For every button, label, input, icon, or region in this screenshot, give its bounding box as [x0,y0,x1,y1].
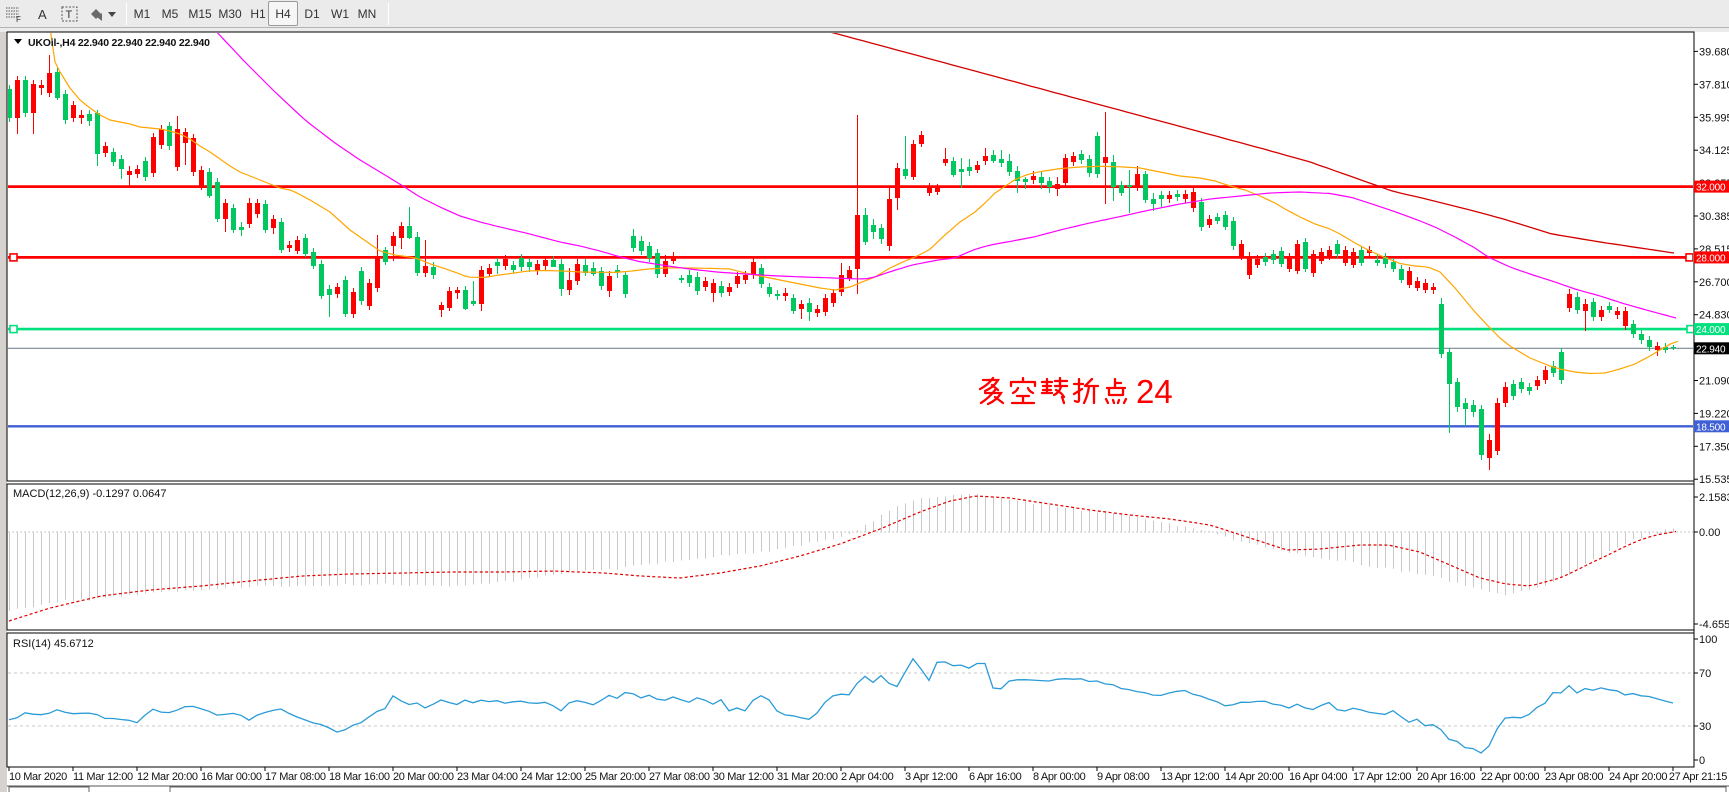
svg-text:100: 100 [1699,634,1717,646]
svg-text:30: 30 [1699,721,1711,733]
svg-text:13 Apr 12:00: 13 Apr 12:00 [1161,771,1219,783]
svg-text:MACD(12,26,9) -0.1297 0.0647: MACD(12,26,9) -0.1297 0.0647 [13,488,166,500]
svg-text:24 Mar 12:00: 24 Mar 12:00 [521,771,582,783]
svg-text:24: 24 [1136,373,1173,410]
svg-text:22.940: 22.940 [1696,344,1726,355]
svg-text:30.385: 30.385 [1699,211,1729,223]
svg-text:16 Mar 00:00: 16 Mar 00:00 [201,771,262,783]
svg-text:17 Apr 12:00: 17 Apr 12:00 [1353,771,1411,783]
svg-text:20 Mar 00:00: 20 Mar 00:00 [393,771,454,783]
svg-text:2.1583: 2.1583 [1699,492,1729,504]
svg-text:24.830: 24.830 [1699,310,1729,322]
svg-text:19.220: 19.220 [1699,408,1729,420]
svg-text:UKOil-,H4 22.940 22.940 22.94: UKOil-,H4 22.940 22.940 22.940 22.940 [28,37,210,49]
svg-text:23 Mar 04:00: 23 Mar 04:00 [457,771,518,783]
svg-text:16 Apr 04:00: 16 Apr 04:00 [1289,771,1347,783]
svg-text:25 Mar 20:00: 25 Mar 20:00 [585,771,646,783]
svg-text:T: T [66,9,73,21]
svg-text:39.680: 39.680 [1699,46,1729,58]
svg-text:A: A [38,7,47,22]
svg-text:27 Apr 21:15: 27 Apr 21:15 [1669,771,1727,783]
svg-text:17 Mar 08:00: 17 Mar 08:00 [265,771,326,783]
svg-text:18 Mar 16:00: 18 Mar 16:00 [329,771,390,783]
svg-text:30 Mar 12:00: 30 Mar 12:00 [713,771,774,783]
svg-text:11 Mar 12:00: 11 Mar 12:00 [73,771,133,783]
svg-text:0.00: 0.00 [1699,527,1720,539]
svg-text:22 Apr 00:00: 22 Apr 00:00 [1481,771,1539,783]
svg-text:23 Apr 08:00: 23 Apr 08:00 [1545,771,1603,783]
svg-text:RSI(14) 45.6712: RSI(14) 45.6712 [13,638,94,650]
svg-text:32.000: 32.000 [1696,183,1726,194]
svg-text:35.995: 35.995 [1699,112,1729,124]
svg-text:15.535: 15.535 [1699,474,1729,486]
svg-text:17.350: 17.350 [1699,441,1729,453]
svg-text:2 Apr 04:00: 2 Apr 04:00 [841,771,894,783]
svg-text:37.810: 37.810 [1699,79,1729,91]
svg-text:-4.6554: -4.6554 [1699,619,1729,631]
svg-text:10 Mar 2020: 10 Mar 2020 [9,771,67,783]
svg-text:6 Apr 16:00: 6 Apr 16:00 [969,771,1022,783]
svg-text:21.090: 21.090 [1699,376,1729,388]
svg-text:0: 0 [1699,755,1705,767]
svg-text:8 Apr 00:00: 8 Apr 00:00 [1033,771,1086,783]
svg-text:9 Apr 08:00: 9 Apr 08:00 [1097,771,1150,783]
svg-text:F: F [16,15,21,24]
svg-text:26.700: 26.700 [1699,277,1729,289]
svg-text:27 Mar 08:00: 27 Mar 08:00 [649,771,710,783]
svg-text:24.000: 24.000 [1696,325,1726,336]
svg-text:28.000: 28.000 [1696,253,1726,264]
svg-text:31 Mar 20:00: 31 Mar 20:00 [777,771,838,783]
svg-text:34.125: 34.125 [1699,145,1729,157]
svg-text:70: 70 [1699,668,1711,680]
svg-text:20 Apr 16:00: 20 Apr 16:00 [1417,771,1475,783]
svg-text:12 Mar 20:00: 12 Mar 20:00 [137,771,198,783]
svg-text:24 Apr 20:00: 24 Apr 20:00 [1609,771,1667,783]
svg-text:18.500: 18.500 [1696,422,1726,433]
svg-text:3 Apr 12:00: 3 Apr 12:00 [905,771,958,783]
svg-text:14 Apr 20:00: 14 Apr 20:00 [1225,771,1283,783]
